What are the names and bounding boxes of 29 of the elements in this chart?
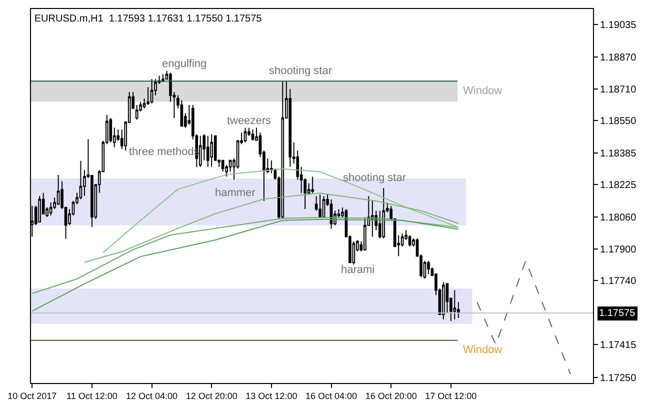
y-tick-label: 1.18870 — [600, 52, 637, 64]
x-tick-label: 12 Oct 20:00 — [186, 390, 238, 401]
x-tick-label: 16 Oct 20:00 — [365, 390, 417, 401]
x-tick-label: 10 Oct 2017 — [8, 390, 57, 401]
y-tick-label: 1.18385 — [600, 148, 637, 160]
ref-line-label: 1.17575 — [599, 308, 636, 319]
annotation: engulfing — [162, 58, 207, 70]
annotation: harami — [341, 264, 375, 276]
annotation: shooting star — [343, 172, 406, 184]
x-tick-label: 16 Oct 04:00 — [305, 390, 358, 401]
ref-line-label: Window — [463, 344, 502, 356]
y-tick-label: 1.18225 — [600, 180, 637, 192]
x-tick-label: 12 Oct 04:00 — [126, 390, 178, 401]
band-label: Window — [463, 85, 502, 97]
y-tick-label: 1.19035 — [600, 20, 637, 32]
annotation: shooting star — [269, 65, 332, 77]
annotation: tweezers — [227, 115, 272, 127]
y-tick-label: 1.17415 — [600, 340, 637, 352]
y-tick-label: 1.17900 — [600, 244, 637, 256]
chart-title: EURUSD.m,H1 1.17593 1.17631 1.17550 1.17575 — [34, 13, 262, 24]
y-tick-label: 1.18710 — [600, 84, 637, 96]
y-tick-label: 1.17740 — [600, 276, 637, 287]
y-tick-label: 1.18060 — [600, 212, 637, 224]
y-tick-label: 1.18550 — [600, 116, 637, 127]
x-tick-label: 13 Oct 12:00 — [246, 390, 298, 401]
y-tick-label: 1.17250 — [600, 372, 637, 384]
x-tick-label: 17 Oct 12:00 — [425, 390, 477, 401]
annotation: hammer — [215, 187, 256, 199]
x-tick-label: 11 Oct 12:00 — [66, 390, 118, 401]
